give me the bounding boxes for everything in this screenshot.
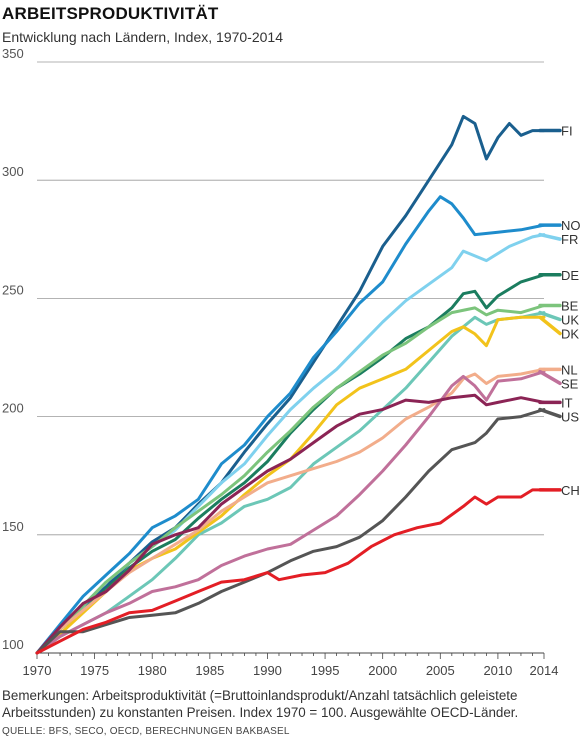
grid-lines [37,61,544,536]
x-tick-label-2005: 2005 [426,663,455,678]
series-line-us [35,408,546,655]
legend-swatch-dk [538,315,562,336]
x-tick-label-1995: 1995 [311,663,340,678]
chart-subtitle: Entwicklung nach Ländern, Index, 1970-20… [2,29,283,45]
x-tick-label-1970: 1970 [23,663,52,678]
x-tick-label-2014: 2014 [530,663,559,678]
y-tick-label-300: 300 [2,164,24,179]
series-line-nl [35,367,546,655]
legend-label-uk: UK [561,312,579,327]
series-line-fi [35,114,546,655]
legend-swatch-uk [538,310,562,322]
footnote: Bemerkungen: Arbeitsproduktivität (=Brut… [2,688,519,720]
y-tick-label-250: 250 [2,282,24,297]
series-line-se [35,370,546,655]
series-line-be [35,304,546,655]
legend-label-no: NO [561,218,581,233]
legend-label-it: IT [561,395,573,410]
series-line-ch [35,488,546,655]
legend-swatch-us [538,407,562,419]
y-tick-label-350: 350 [2,46,24,61]
series-line-dk [35,315,546,655]
chart-title: ARBEITSPRODUKTIVITÄT [2,4,219,23]
legend-label-dk: DK [561,326,579,341]
legend-swatch-se [538,369,562,386]
x-tick-label-1985: 1985 [195,663,224,678]
x-axis: 1970 1975 1980 1985 1990 1995 2000 2005 2010 2014 [23,652,559,678]
legend-label-de: DE [561,268,579,283]
y-axis-ticks: 100 150 200 250 300 350 [2,46,24,652]
series-line-it [35,393,546,655]
legend-label-se: SE [561,376,579,391]
legend-label-fi: FI [561,124,573,139]
legend-label-fr: FR [561,232,578,247]
legend-swatch-fr [538,232,562,241]
legend-label-us: US [561,409,579,424]
x-tick-label-2000: 2000 [368,663,397,678]
series-line-no [35,195,546,655]
x-tick-label-1980: 1980 [138,663,167,678]
source-line: QUELLE: BFS, SECO, OECD, BERECHNUNGEN BA… [2,726,290,737]
y-tick-label-150: 150 [2,519,24,534]
series-lines [35,114,546,655]
y-tick-label-200: 200 [2,401,24,416]
series-line-de [35,273,546,655]
x-tick-label-1975: 1975 [80,663,109,678]
legend-label-nl: NL [561,362,578,377]
x-tick-label-1990: 1990 [253,663,282,678]
series-line-uk [35,311,546,655]
legend-label-be: BE [561,298,579,313]
y-tick-label-100: 100 [2,637,24,652]
x-tick-label-2010: 2010 [483,663,512,678]
legend-label-ch: CH [561,483,580,498]
